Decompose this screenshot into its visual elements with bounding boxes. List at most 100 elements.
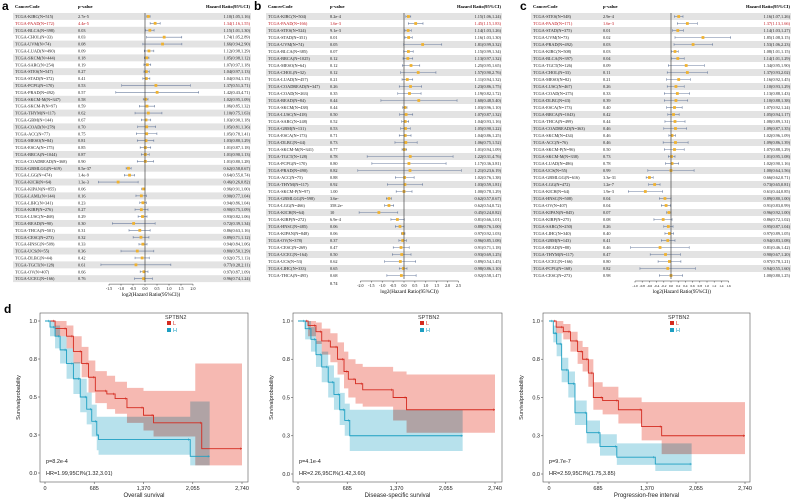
cancer-code: TCGA-KIRC(N=515) xyxy=(15,14,54,19)
cancer-code: TCGA-MESO(N=84) xyxy=(15,138,53,143)
row-shade xyxy=(266,139,502,146)
hazard-ratio-text: 1.01(0.90,1.13) xyxy=(224,152,251,158)
x-tick-label: 2,055 xyxy=(689,486,703,492)
p-value: 0.47 xyxy=(330,245,338,250)
row-shade xyxy=(531,209,791,216)
p-value: 0.29 xyxy=(78,214,86,219)
hazard-ratio-text: 1.07(0.92,1.24) xyxy=(764,105,791,111)
p-value: 0.85 xyxy=(78,145,86,150)
table-row: TCGA-DLBC(N=44) 0.42 0.92(0.75,1.13) xyxy=(15,255,251,261)
hazard-ratio-text: 0.97(0.87,1.09) xyxy=(224,269,251,275)
p-value: 1.3e-3 xyxy=(78,180,89,185)
x-tick-label: 1.5 xyxy=(179,286,184,291)
hazard-ratio-point xyxy=(144,118,148,122)
hazard-ratio-point xyxy=(145,56,149,60)
table-row: TCGA-BRCA(N=1044) 0.87 1.01(0.90,1.13) xyxy=(13,151,251,158)
x-axis-title: Overall survival xyxy=(123,493,164,499)
p-value: 0.98 xyxy=(603,273,611,278)
header-cancer-code: CancerCode xyxy=(15,4,40,9)
hazard-ratio-point xyxy=(134,263,138,267)
cancer-code: TCGA-LGG(N=472) xyxy=(533,182,570,187)
hazard-ratio-text: 1.03(0.80,1.29) xyxy=(224,138,251,144)
p-value: 0.80 xyxy=(603,259,611,264)
x-tick-label: 0.0 xyxy=(402,283,407,288)
confidence-band-L xyxy=(298,321,495,433)
x-tick-label: 2,740 xyxy=(235,486,249,492)
p-value: 0.04 xyxy=(603,56,611,61)
p-value: 0.19 xyxy=(78,62,86,67)
table-row: TCGA-LIHC(N=340) 0.40 0.97(0.89,1.05) xyxy=(533,231,791,237)
legend-title: SPTBN2 xyxy=(165,315,186,321)
p-value: 0.47 xyxy=(603,252,611,257)
table-row: TCGA-PAAD(N=166) 1.6e-3 1.45(1.15,1.83) xyxy=(268,21,502,27)
confidence-band-H xyxy=(549,321,692,471)
hazard-ratio-point xyxy=(668,260,671,263)
hazard-ratio-text: 1.11(0.94,1.32) xyxy=(475,77,502,83)
table-row: TCGA-PAAD(N=171) 1.6e-3 1.37(1.13,1.66) xyxy=(533,21,791,27)
hazard-ratio-point xyxy=(401,267,405,270)
hazard-ratio-text: 1.05(0.98,1.12) xyxy=(224,55,251,61)
hazard-ratio-text: 1.00(0.64,1.56) xyxy=(764,168,791,174)
legend-swatch-L xyxy=(167,321,171,325)
row-shade xyxy=(266,125,502,132)
cancer-code: TCGA-KIRP(N=276) xyxy=(15,207,53,212)
cancer-code: TCGA-DLBC(N=43) xyxy=(533,98,571,103)
cancer-code: TCGA-SKCM-M(N=347) xyxy=(15,97,61,102)
hazard-ratio-text: 0.96(0.85,1.08) xyxy=(475,238,502,244)
table-row: TCGA-STES(N=548) 2.9e-4 1.16(1.07,1.26) xyxy=(531,13,791,20)
p-value: 0.99 xyxy=(603,168,611,173)
hazard-ratio-text: 1.01(0.80,1.28) xyxy=(224,159,251,165)
hazard-ratio-text: 0.92(0.58,1.47) xyxy=(475,273,502,279)
hazard-ratio-point xyxy=(400,253,404,256)
hazard-ratio-point xyxy=(685,22,689,25)
cancer-code: TCGA-KIPAN(N=848) xyxy=(268,231,309,236)
table-row: TCGA-KICH(N=64) 10 0.45(0.24,0.82) xyxy=(266,209,502,216)
cancer-code: TCGA-CHOL(N=33) xyxy=(533,70,571,75)
cancer-code: TCGA-COADREAD(N=368) xyxy=(15,159,67,164)
table-row: TCGA-LUAD(N=490) 0.09 1.12(0.98,1.29) xyxy=(15,48,251,54)
hazard-ratio-text: 0.62(0.54,0.72) xyxy=(475,203,502,209)
cancer-code: TCGA-ESCA(N=173) xyxy=(533,105,573,110)
table-row: TCGA-COAD(N=275) 0.33 1.13(0.88,1.43) xyxy=(533,91,791,97)
hazard-ratio-text: 1.16(1.03,1.30) xyxy=(475,35,502,41)
hazard-ratio-point xyxy=(673,50,677,53)
table-row: TCGA-LUSC(N=467) 0.26 1.10(0.93,1.29) xyxy=(531,83,791,90)
hazard-ratio-point xyxy=(664,253,667,256)
cancer-code: TCGA-KIRC(N=508) xyxy=(533,49,572,54)
hazard-ratio-point xyxy=(140,256,144,260)
row-shade xyxy=(13,54,251,62)
table-row: TCGA-SKCM-P(N=97) 0.59 1.06(0.85,1.32) xyxy=(15,104,251,110)
table-row: TCGA-PCPG(N=168) 0.82 0.94(0.55,1.60) xyxy=(531,265,791,272)
km-plot-d1: 0 685 1,370 2,055 2,740 0.0 0.3 0.5 0.8 1.0 Overal… xyxy=(16,312,249,499)
hazard-ratio-point xyxy=(404,141,408,144)
cancer-code: TCGA-STES(N=547) xyxy=(15,69,54,74)
cancer-code: TCGA-UCEC(N=164) xyxy=(268,252,308,257)
hazard-ratio-point xyxy=(406,57,410,60)
cancer-code: TCGA-LIHC(N=333) xyxy=(268,266,307,271)
hazard-ratio-text: 0.90(0.67,1.20) xyxy=(764,252,791,258)
x-tick-label: 0.5 xyxy=(155,286,160,291)
cancer-code: TCGA-THYM(N=117) xyxy=(533,252,574,257)
hazard-ratio-point xyxy=(146,15,150,18)
table-row: TCGA-STES(N=524) 9.1e-3 1.14(1.03,1.26) xyxy=(266,27,502,34)
p-value: 0.33 xyxy=(78,242,86,247)
table-row: TCGA-READ(N=90) 0.30 0.72(0.39,1.34) xyxy=(13,220,251,227)
x-tick-label: 0.2 xyxy=(676,284,681,288)
row-shade xyxy=(266,69,502,76)
p-value: 0.46 xyxy=(603,140,611,145)
x-tick-label: 1.2 xyxy=(712,284,717,288)
row-shade xyxy=(266,13,502,20)
header-hazard-ratio: Hazard Ratio(95%CI) xyxy=(457,4,501,9)
table-row: TCGA-MESO(N=82) 0.21 1.16(0.92,1.45) xyxy=(533,77,791,83)
y-tick-label: 0.0 xyxy=(29,471,37,477)
p-value: 0.11 xyxy=(603,70,610,75)
table-row: TCGA-LUAD(N=457) 0.21 1.11(0.94,1.32) xyxy=(268,77,502,83)
p-value: 0.46 xyxy=(603,133,611,138)
hazard-ratio-point xyxy=(145,63,149,67)
hazard-ratio-text: 1.14(1.01,1.29) xyxy=(764,56,791,62)
x-tick-label: 2.5 xyxy=(456,283,461,288)
hazard-ratio-text: 1.74(1.05,2.89) xyxy=(224,35,251,41)
row-shade xyxy=(266,111,502,118)
x-tick-label: 2,055 xyxy=(439,486,453,492)
